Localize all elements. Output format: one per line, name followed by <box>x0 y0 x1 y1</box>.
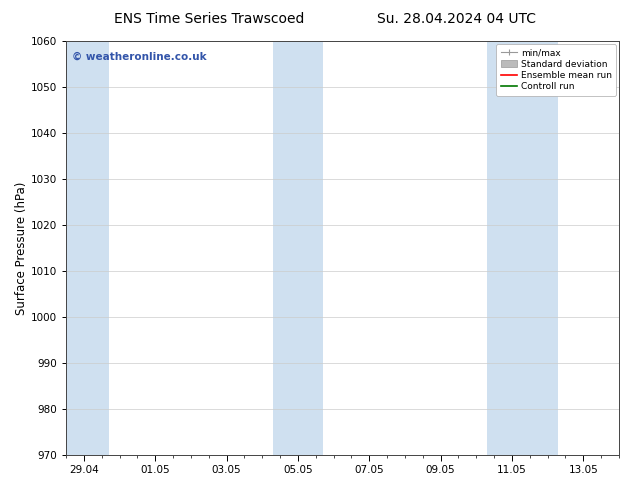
Y-axis label: Surface Pressure (hPa): Surface Pressure (hPa) <box>15 181 28 315</box>
Legend: min/max, Standard deviation, Ensemble mean run, Controll run: min/max, Standard deviation, Ensemble me… <box>496 44 616 96</box>
Text: Su. 28.04.2024 04 UTC: Su. 28.04.2024 04 UTC <box>377 12 536 26</box>
Bar <box>487 41 559 455</box>
Text: ENS Time Series Trawscoed: ENS Time Series Trawscoed <box>114 12 304 26</box>
Text: © weatheronline.co.uk: © weatheronline.co.uk <box>72 51 206 61</box>
Bar <box>66 41 109 455</box>
Bar <box>273 41 323 455</box>
